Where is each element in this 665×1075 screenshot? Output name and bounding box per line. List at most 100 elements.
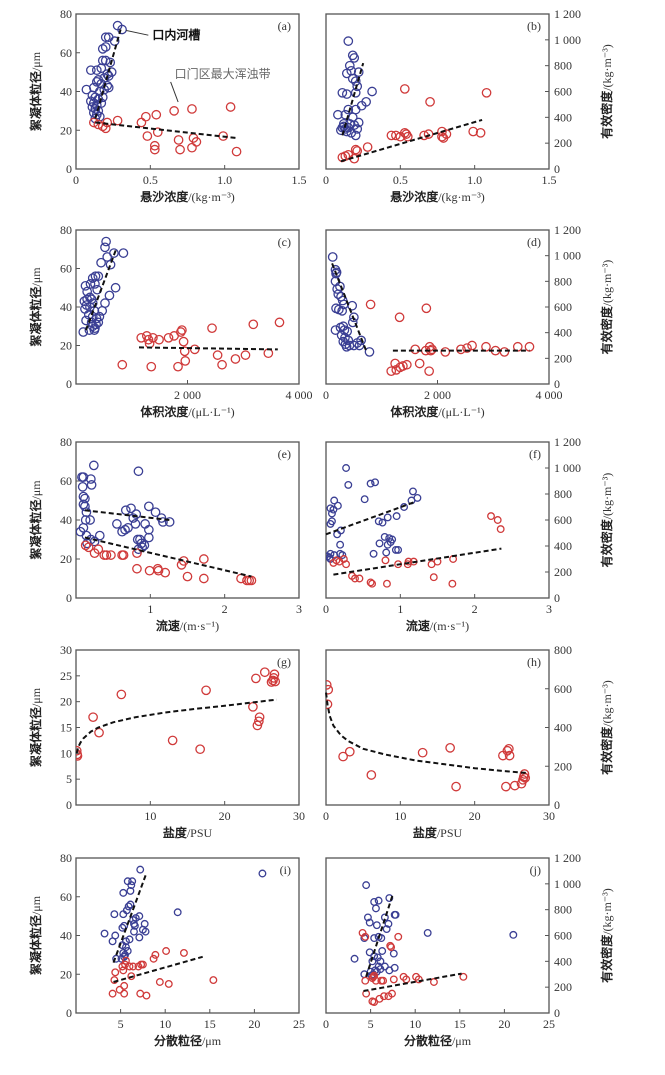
data-point [115, 985, 124, 994]
data-point [337, 87, 348, 98]
data-point [90, 279, 100, 289]
panel-h: 0 10 20 300200400600800盐度/PSU有效密度/(kg·m⁻³)(… [323, 643, 614, 840]
data-point [230, 354, 241, 364]
data-point [173, 361, 183, 372]
y-tick-label: 60 [60, 474, 72, 488]
data-point [381, 556, 390, 565]
y-axis-title: 絮凝体粒径/μm [28, 267, 43, 347]
data-point [87, 90, 98, 101]
data-point [394, 312, 405, 323]
data-point [119, 888, 128, 897]
panel-label: (d) [527, 235, 541, 249]
y-tick-label: 0 [66, 798, 72, 812]
x-tick-label: 20 [248, 1017, 260, 1031]
data-point [80, 540, 91, 551]
panel-g: 10 20 30 0 5 10 15 20 25 30 盐度/PSU 絮凝体粒径/μm (g) [28, 643, 305, 840]
data-point [82, 286, 93, 297]
data-point [353, 67, 364, 77]
y-tick-label: 0 [66, 162, 72, 176]
data-point [138, 960, 147, 969]
x-tick-label: 0 [323, 1017, 329, 1031]
data-point [327, 252, 338, 262]
plot-frame [75, 649, 300, 806]
trend-line [325, 500, 416, 536]
trend-line [340, 118, 483, 163]
data-point [91, 65, 102, 76]
data-point [118, 550, 129, 560]
plot-frame [75, 441, 300, 599]
data-point [467, 340, 477, 351]
data-point [504, 743, 514, 754]
data-point [126, 886, 135, 895]
y-axis-title: 絮凝体粒径/μm [28, 480, 43, 560]
y-axis-unit: /(kg·m⁻³) [600, 473, 614, 520]
y-axis-title: 有效密度/(kg·m⁻³) [599, 473, 614, 568]
data-point [254, 712, 265, 723]
data-point [85, 515, 95, 525]
x-axis-title: 体积浓度/(μL·L⁻¹) [140, 404, 234, 419]
data-point [120, 524, 130, 535]
panel-c: 2 000 4 000 0 20 40 60 80 体积浓度/(μL·L⁻¹) 絮凝体粒径/μm… [28, 223, 313, 419]
data-point [350, 76, 361, 87]
y-tick-label: 400 [554, 326, 572, 340]
y-tick-label: 20 [60, 967, 72, 981]
data-point [385, 966, 394, 975]
data-point [175, 327, 186, 337]
data-point [182, 571, 193, 582]
y-tick-label: 80 [60, 7, 72, 21]
data-point [341, 341, 352, 352]
data-point [78, 327, 89, 337]
data-point [258, 869, 267, 878]
y-tick-label: 0 [554, 377, 560, 391]
data-point [201, 685, 211, 696]
data-point [363, 913, 372, 922]
y-tick-label: 800 [554, 274, 572, 288]
plot-frame [75, 857, 300, 1014]
trend-line [84, 536, 252, 578]
x-tick-label: 10 [144, 809, 156, 823]
data-point [343, 104, 354, 115]
data-point [90, 271, 101, 282]
y-tick-label: 80 [60, 851, 72, 865]
x-axis-unit: /μm [202, 1034, 222, 1048]
x-tick-label: 4 000 [286, 388, 313, 402]
data-point [388, 989, 396, 998]
data-point [94, 727, 104, 738]
data-point [384, 919, 393, 928]
data-point [337, 305, 348, 316]
data-point [496, 525, 505, 534]
trend-line [138, 346, 278, 351]
series-turbidity [329, 512, 505, 588]
data-point [154, 334, 164, 345]
y-axis-title: 有效密度/(kg·m⁻³) [599, 888, 614, 983]
data-point [125, 962, 134, 971]
x-tick-label: 0 [323, 388, 329, 402]
data-point [81, 507, 92, 518]
y-axis-title: 絮凝体粒径/μm [28, 687, 43, 767]
data-point [162, 947, 171, 955]
panel-label: (f) [529, 447, 541, 461]
y-axis-title: 有效密度/(kg·m⁻³) [599, 680, 614, 775]
y-tick-label: 800 [554, 59, 572, 73]
y-tick-label: 0 [554, 591, 560, 605]
data-point [365, 299, 376, 310]
data-point [106, 550, 116, 560]
data-point [362, 881, 371, 890]
y-tick-label: 1 200 [554, 7, 581, 21]
data-point [504, 750, 515, 761]
panel-i: 5 10 15 20 25 0 20 40 60 80 分散粒径/μm 絮凝体粒径/μm (i) [28, 851, 305, 1048]
data-point [414, 358, 425, 369]
data-point [519, 769, 530, 779]
y-axis-title: 有效密度/(kg·m⁻³) [599, 44, 614, 139]
data-point [199, 554, 209, 564]
y-tick-label: 20 [60, 339, 72, 353]
y-tick-label: 1 000 [554, 877, 581, 891]
data-point [360, 934, 369, 943]
data-point [369, 970, 378, 979]
data-point [383, 540, 392, 549]
data-point [429, 978, 438, 986]
data-point [361, 976, 370, 985]
data-point [177, 325, 187, 335]
y-tick-label: 40 [60, 300, 72, 314]
